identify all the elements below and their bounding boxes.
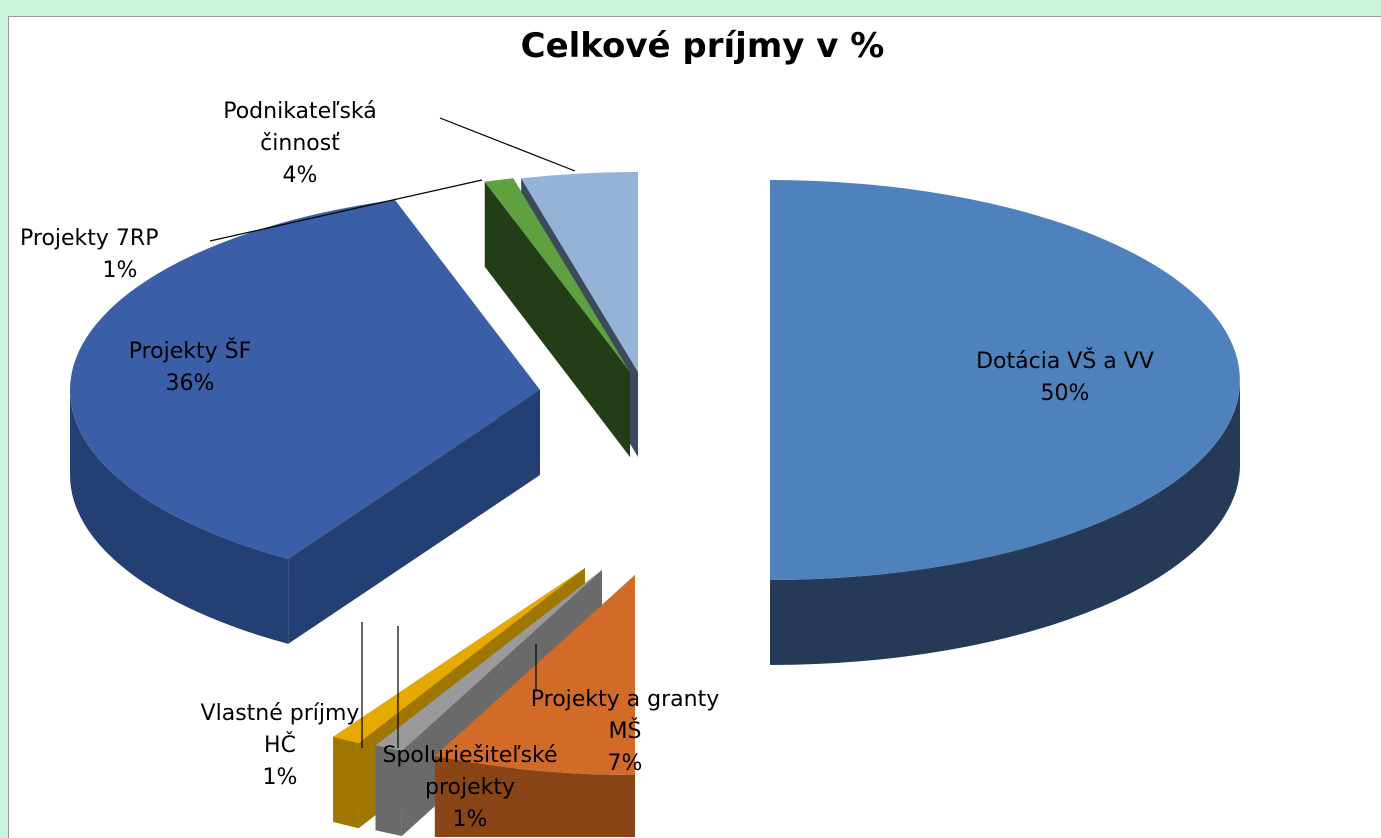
data-label-podnikatelska-cinnost-1: činnosť (260, 131, 340, 156)
data-label-spoluriesitelske-projekty-0: Spoluriešiteľské (382, 743, 557, 768)
slice-wall-spoluriesitelske-projekty-1 (375, 570, 602, 831)
slice-projekty-sf (69, 199, 540, 644)
data-label-dotacia-vs-a-vv-0: Dotácia VŠ a VV (976, 348, 1154, 374)
slice-top-dotacia-vs-a-vv (770, 180, 1240, 580)
slice-top-podnikatelska-cinnost (521, 172, 638, 372)
data-label-spoluriesitelske-projekty-2: 1% (453, 807, 488, 832)
data-label-podnikatelska-cinnost-2: 4% (283, 163, 318, 188)
data-label-projekty-7rp-0: Projekty 7RP (20, 226, 158, 251)
slice-dotacia-vs-a-vv (770, 180, 1240, 665)
data-label-projekty-a-granty-ms-0: Projekty a granty (531, 687, 719, 712)
slice-wall-projekty-sf-0 (288, 390, 540, 644)
slice-projekty-a-granty-ms (434, 575, 635, 837)
data-label-projekty-7rp-1: 1% (103, 258, 138, 283)
slice-top-projekty-7rp (484, 178, 630, 372)
data-label-projekty-sf-1: 36% (166, 371, 215, 396)
data-label-vlastne-prijmy-hc-2: 1% (263, 765, 298, 790)
leader-line-projekty-7rp (209, 179, 483, 242)
chart-title: Celkové príjmy v % (520, 26, 885, 66)
data-label-projekty-a-granty-ms-2: 7% (608, 751, 643, 776)
slice-projekty-7rp (484, 178, 630, 457)
slice-top-projekty-sf (69, 199, 540, 559)
data-label-vlastne-prijmy-hc-1: HČ (264, 732, 296, 758)
data-label-projekty-sf-0: Projekty ŠF (129, 338, 252, 364)
data-label-vlastne-prijmy-hc-0: Vlastné príjmy (201, 701, 360, 726)
slice-side-projekty-sf (70, 390, 289, 644)
slice-side-dotacia-vs-a-vv (770, 380, 1240, 665)
leader-line-podnikatelska-cinnost (439, 117, 576, 172)
slice-top-vlastne-prijmy-hc (333, 568, 585, 744)
data-label-spoluriesitelske-projekty-1: projekty (425, 775, 515, 800)
data-label-projekty-a-granty-ms-1: MŠ (609, 718, 642, 744)
data-label-dotacia-vs-a-vv-1: 50% (1041, 381, 1090, 406)
slice-top-spoluriesitelske-projekty (375, 570, 602, 751)
slice-top-projekty-a-granty-ms (434, 575, 635, 775)
data-label-podnikatelska-cinnost-0: Podnikateľská (223, 99, 377, 124)
